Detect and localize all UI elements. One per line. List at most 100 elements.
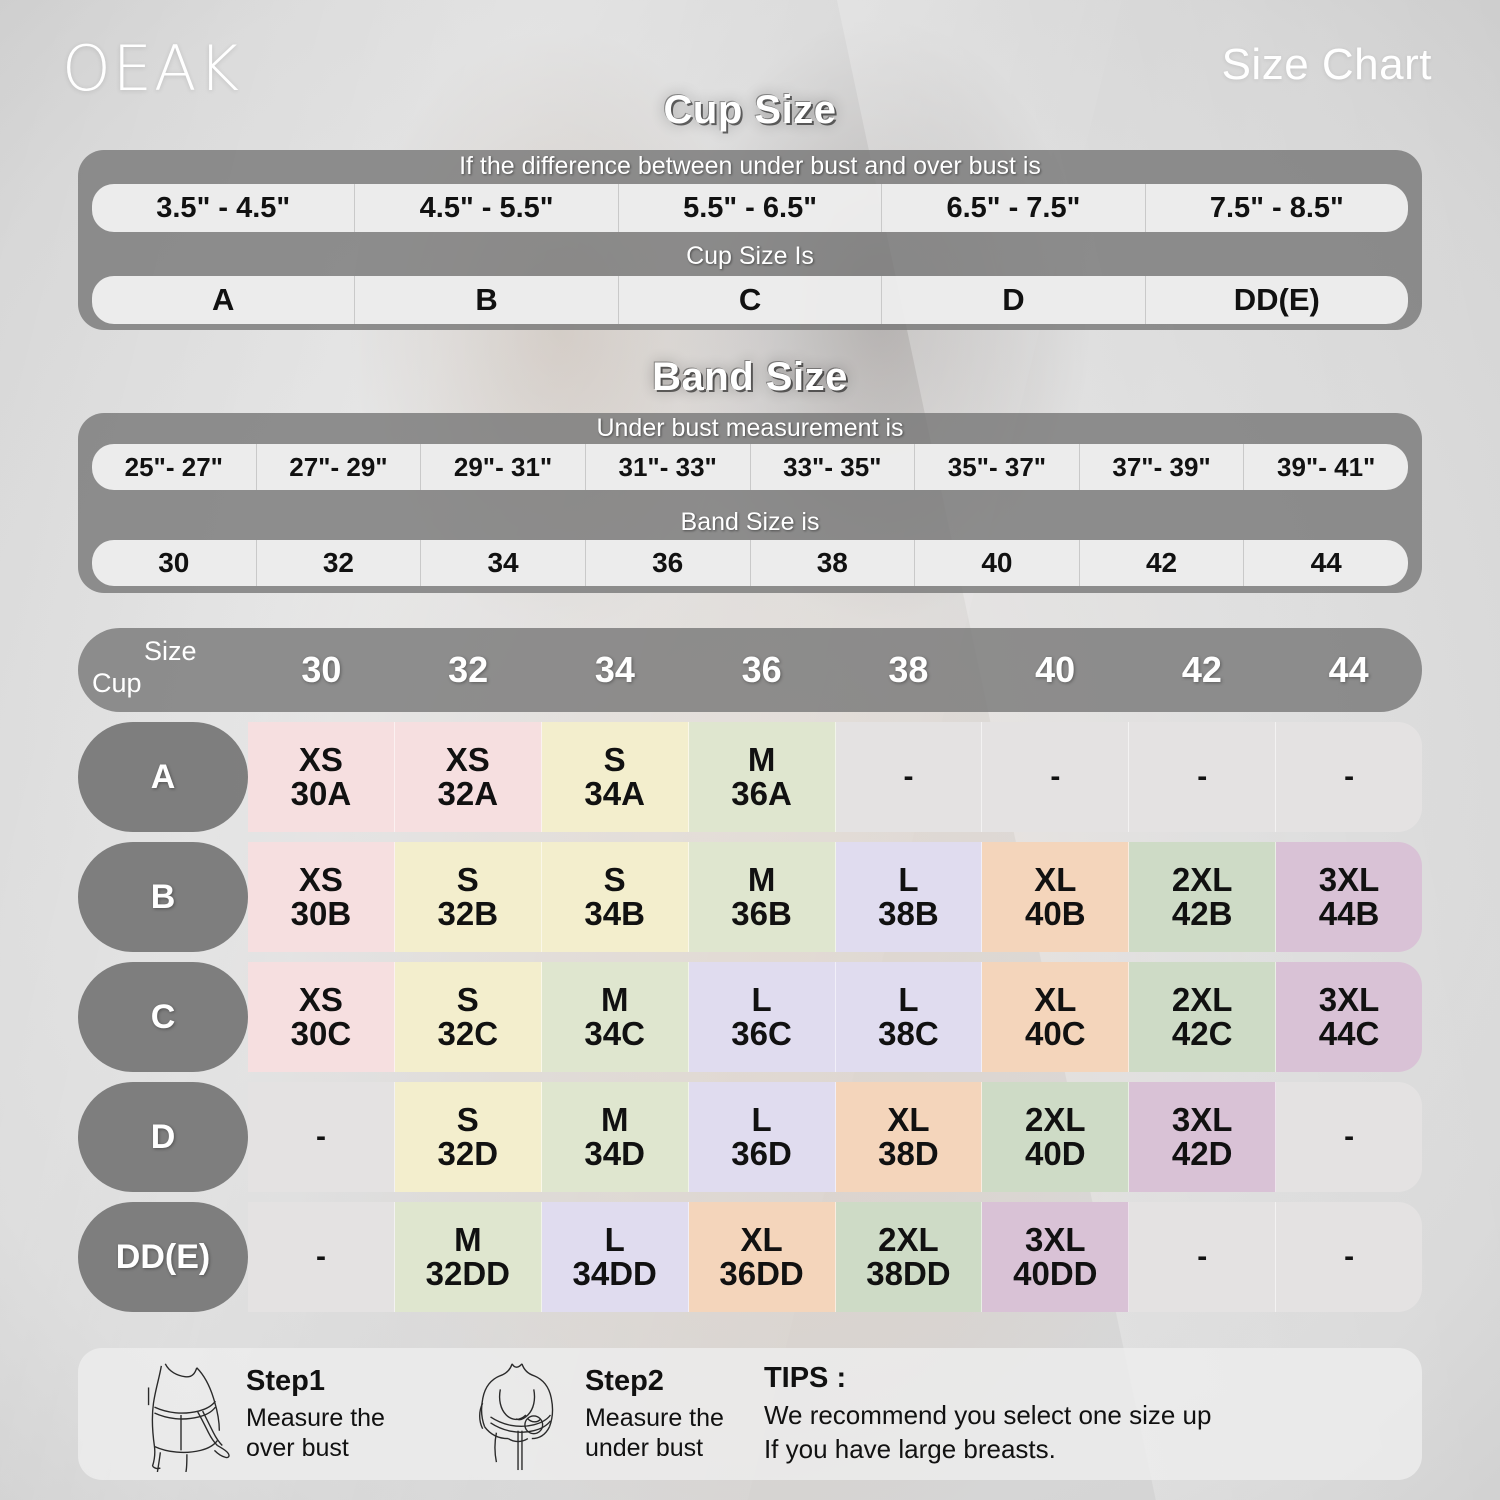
size-cell-code: 38C xyxy=(878,1015,939,1052)
size-cell-empty-DD(E)-30: - xyxy=(248,1202,395,1312)
step1-title: Step1 xyxy=(246,1365,325,1397)
cup-size-subtitle-top: If the difference between under bust and… xyxy=(459,152,1041,180)
cup-size-heading: Cup Size xyxy=(663,88,837,132)
band-range-chip-1: 27"- 29" xyxy=(256,444,422,490)
size-grid-row: DD(E) - M 32DD L 34DD XL 36DD 2XL 38DD 3XL 40DD - - xyxy=(78,1202,1422,1312)
cup-range-chip-1: 4.5" - 5.5" xyxy=(355,184,619,232)
size-cell-size: - xyxy=(903,759,914,793)
size-cell-code: 30A xyxy=(290,775,352,812)
size-grid-row-cells: - S 32D M 34D L 36D XL 38D 2XL 40D 3XL 42D - xyxy=(248,1082,1422,1192)
size-cell-code: 32DD xyxy=(425,1255,510,1292)
measure-over-bust-icon xyxy=(122,1356,240,1473)
size-cell-code: 38B xyxy=(878,895,939,932)
size-cell-empty-D-44: - xyxy=(1276,1082,1422,1192)
size-grid-row: A XS 30A XS 32A S 34A M 36A - - - - xyxy=(78,722,1422,832)
cup-range-chip-4: 7.5" - 8.5" xyxy=(1145,184,1409,232)
size-grid-row: D - S 32D M 34D L 36D XL 38D 2XL 40D 3XL 42D - xyxy=(78,1082,1422,1192)
size-cell-code: 34C xyxy=(584,1015,645,1052)
band-value-row: 30 32 34 36 38 40 42 44 xyxy=(92,540,1408,586)
size-cell-size: 3XL xyxy=(1318,981,1380,1019)
size-cell-size: - xyxy=(1050,759,1061,793)
band-range-chip-5: 35"- 37" xyxy=(915,444,1080,490)
size-cell-empty-A-40: - xyxy=(982,722,1130,832)
size-grid-col-header-32: 32 xyxy=(448,649,489,690)
cup-letter-row: A B C D DD(E) xyxy=(92,276,1409,324)
size-cell-size: S xyxy=(603,861,626,899)
size-cell-34B: S 34B xyxy=(541,842,689,952)
size-cell-36C: L 36C xyxy=(688,962,836,1072)
size-cell-30A: XS 30A xyxy=(248,722,395,832)
step1-block: Step1 Measure the over bust xyxy=(122,1356,385,1473)
band-range-chip-0: 25"- 27" xyxy=(92,444,257,490)
cup-range-chip-2: 5.5" - 6.5" xyxy=(618,184,883,232)
size-cell-34A: S 34A xyxy=(541,722,689,832)
band-value-chip-1: 32 xyxy=(256,540,422,586)
size-grid-col-header-42: 42 xyxy=(1181,649,1222,690)
size-cell-empty-D-30: - xyxy=(248,1082,395,1192)
measurement-tips-bar: Step1 Measure the over bust xyxy=(78,1348,1422,1480)
size-grid-row: B XS 30B S 32B S 34B M 36B L 38B XL 40B 2XL 42B 3XL 44B xyxy=(78,842,1422,952)
size-cell-size: 2XL xyxy=(1025,1101,1086,1139)
size-grid-col-header-40: 40 xyxy=(1035,649,1076,690)
size-cell-size: - xyxy=(315,1239,326,1273)
size-cell-42B: 2XL 42B xyxy=(1129,842,1277,952)
size-cell-code: 32D xyxy=(437,1135,499,1172)
band-value-chip-5: 40 xyxy=(915,540,1080,586)
size-cell-38B: L 38B xyxy=(835,842,983,952)
tips-body: We recommend you select one size up If y… xyxy=(764,1399,1212,1467)
size-cell-size: S xyxy=(456,1101,479,1139)
size-grid-row-cells: XS 30B S 32B S 34B M 36B L 38B XL 40B 2XL 42B 3XL 44B xyxy=(248,842,1422,952)
brand-logo: OEAK xyxy=(62,32,242,105)
size-cell-size: 3XL xyxy=(1171,1101,1233,1139)
size-cell-size: S xyxy=(603,741,626,779)
size-cell-code: 38DD xyxy=(866,1255,951,1292)
size-cell-size: - xyxy=(1344,1239,1355,1273)
size-cell-code: 42D xyxy=(1171,1135,1233,1172)
step1-text: Step1 Measure the over bust xyxy=(246,1365,385,1463)
size-cell-size: XS xyxy=(298,861,343,899)
size-cell-44C: 3XL 44C xyxy=(1276,962,1422,1072)
band-range-chip-3: 31"- 33" xyxy=(585,444,751,490)
size-cell-32A: XS 32A xyxy=(394,722,542,832)
band-value-chip-2: 34 xyxy=(421,540,586,586)
band-value-chip-0: 30 xyxy=(92,540,257,586)
size-cell-size: M xyxy=(600,981,629,1019)
size-cell-size: XL xyxy=(1034,861,1077,899)
size-cell-38C: L 38C xyxy=(835,962,983,1072)
band-value-chip-4: 38 xyxy=(750,540,916,586)
size-cell-size: S xyxy=(456,981,479,1019)
size-cell-code: 34DD xyxy=(572,1255,657,1292)
band-size-heading: Band Size xyxy=(652,355,848,399)
band-range-row: 25"- 27" 27"- 29" 29"- 31" 31"- 33" 33"- 35"… xyxy=(92,444,1408,490)
step2-body: Measure the under bust xyxy=(585,1404,724,1463)
size-cell-30B: XS 30B xyxy=(248,842,395,952)
size-cell-size: 3XL xyxy=(1318,861,1380,899)
measure-under-bust-icon xyxy=(461,1356,579,1472)
size-cell-code: 40D xyxy=(1025,1135,1086,1172)
size-grid-column-headers: 30 32 34 36 38 40 42 44 xyxy=(248,628,1422,712)
step1-line1: Measure the xyxy=(246,1404,385,1432)
size-cell-code: 30C xyxy=(290,1015,352,1052)
size-cell-32B: S 32B xyxy=(394,842,542,952)
size-grid-row-label-C: C xyxy=(78,962,248,1072)
size-cell-code: 38D xyxy=(878,1135,939,1172)
size-cell-code: 44B xyxy=(1318,895,1380,932)
size-cell-code: 32C xyxy=(437,1015,499,1052)
size-cell-36B: M 36B xyxy=(688,842,836,952)
tips-title: TIPS : xyxy=(763,1361,847,1394)
size-cell-size: XL xyxy=(740,1221,783,1259)
size-cell-size: M xyxy=(747,741,776,779)
cup-range-chip-0: 3.5" - 4.5" xyxy=(92,184,356,232)
size-grid-row-label-A: A xyxy=(78,722,248,832)
size-grid-row-cells: XS 30A XS 32A S 34A M 36A - - - - xyxy=(248,722,1422,832)
size-cell-code: 32A xyxy=(437,775,499,812)
size-cell-size: - xyxy=(315,1119,326,1153)
size-cell-empty-DD(E)-44: - xyxy=(1276,1202,1422,1312)
size-cell-empty-A-38: - xyxy=(835,722,983,832)
size-cell-size: - xyxy=(1197,1239,1208,1273)
size-cell-size: XS xyxy=(298,981,343,1019)
size-cell-32C: S 32C xyxy=(394,962,542,1072)
step1-body: Measure the over bust xyxy=(246,1404,385,1463)
corner-cup-label: Cup xyxy=(92,668,142,698)
size-cell-code: 34D xyxy=(584,1135,645,1172)
